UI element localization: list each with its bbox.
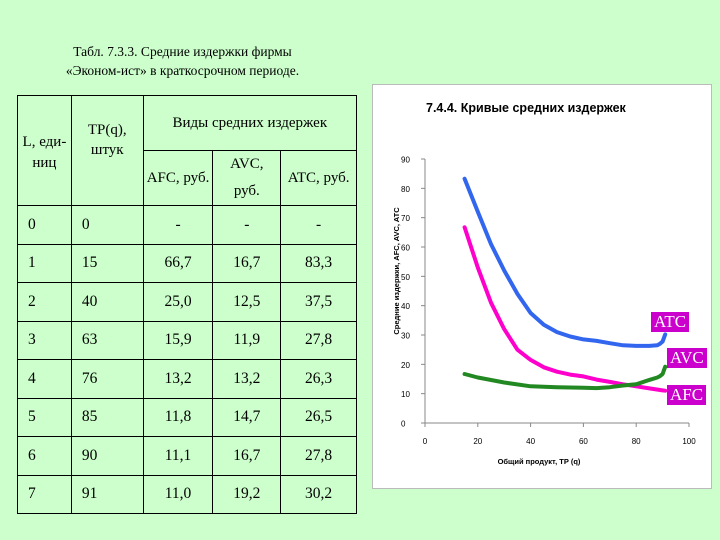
table-cell: 19,2 bbox=[212, 474, 282, 514]
table-cell: 63 bbox=[70, 320, 144, 360]
table-cell: 85 bbox=[70, 397, 144, 437]
table-cell: - bbox=[212, 205, 282, 245]
table-body: 0 0- - -1 15 66,7 16,7 83,3 2 40 25,0 12,5 37,5 3 63 15… bbox=[17, 205, 357, 514]
table-cell: 26,3 bbox=[280, 359, 357, 399]
table-cell: 76 bbox=[70, 359, 144, 399]
y-tick-label: 90 bbox=[401, 156, 410, 165]
chart-panel: 7.4.4. Кривые средних издержек 0 10 20 30 40 5… bbox=[372, 84, 712, 489]
table-cell: 6 bbox=[17, 436, 72, 476]
x-tick-label: 0 bbox=[423, 437, 428, 446]
y-tick-label: 30 bbox=[401, 332, 410, 341]
series-line-avc bbox=[462, 364, 668, 391]
afc-curve-label: AFC bbox=[667, 385, 707, 405]
y-tick-label: 20 bbox=[401, 361, 410, 370]
table-title-line-1: Табл. 7.3.3. Средние издержки фирмы bbox=[73, 44, 292, 59]
x-tick-label: 60 bbox=[579, 437, 588, 446]
table-cell: 13,2 bbox=[212, 359, 282, 399]
x-tick-label: 100 bbox=[682, 437, 696, 446]
y-axis-label: Средние издержки, AFC, AVC, ATC bbox=[392, 207, 401, 335]
table-cell: 3 bbox=[17, 320, 72, 360]
table-cell: 0 bbox=[17, 205, 72, 245]
y-tick-label: 70 bbox=[401, 214, 410, 223]
table-cell: 15 bbox=[70, 243, 144, 283]
table-row: 6 90 11,1 16,7 27,8 bbox=[17, 436, 357, 476]
header-l: L, еди-ниц bbox=[17, 95, 72, 206]
table-cell: 12,5 bbox=[212, 282, 282, 322]
y-tick-label: 60 bbox=[401, 244, 410, 253]
table-cell: 37,5 bbox=[280, 282, 357, 322]
header-avc: AVC, руб. bbox=[212, 150, 282, 206]
header-cost-types: Виды средних издержек bbox=[142, 95, 358, 151]
table-cell: 14,7 bbox=[212, 397, 282, 437]
header-tp: TP(q), штук bbox=[70, 95, 144, 206]
table-row: 3 63 15,9 11,9 27,8 bbox=[17, 320, 357, 360]
table-cell: 30,2 bbox=[280, 474, 357, 514]
table-cell: 91 bbox=[70, 474, 144, 514]
table-cell: 11,0 bbox=[142, 474, 214, 514]
table-cell: 66,7 bbox=[142, 243, 214, 283]
average-costs-table: L, еди-ниц TP(q), штук Виды средних изде… bbox=[17, 95, 358, 514]
table-cell: 15,9 bbox=[142, 320, 214, 360]
table-cell: 40 bbox=[70, 282, 144, 322]
average-cost-chart: 7.4.4. Кривые средних издержек 0 10 20 30 40 5… bbox=[392, 101, 696, 466]
table-row: 2 40 25,0 12,5 37,5 bbox=[17, 282, 357, 322]
table-cell: 7 bbox=[17, 474, 72, 514]
header-afc: AFC, руб. bbox=[142, 150, 214, 206]
table-cell: 1 bbox=[17, 243, 72, 283]
chart-title: 7.4.4. Кривые средних издержек bbox=[426, 101, 627, 115]
table-title-line-2: «Эконом-ист» в краткосрочном периоде. bbox=[65, 63, 300, 78]
y-tick-label: 10 bbox=[401, 390, 410, 399]
table-title: Табл. 7.3.3. Средние издержки фирмы «Эко… bbox=[0, 42, 365, 80]
x-axis-label: Общий продукт, TP (q) bbox=[498, 457, 581, 466]
table-cell: 13,2 bbox=[142, 359, 214, 399]
table-row: 7 91 11,0 19,2 30,2 bbox=[17, 474, 357, 514]
table-cell: 26,5 bbox=[280, 397, 357, 437]
table-cell: 25,0 bbox=[142, 282, 214, 322]
table-cell: 27,8 bbox=[280, 436, 357, 476]
table-row: 5 85 11,8 14,7 26,5 bbox=[17, 397, 357, 437]
y-tick-label: 0 bbox=[401, 420, 406, 429]
table-cell: 16,7 bbox=[212, 436, 282, 476]
avc-curve-label: AVC bbox=[667, 348, 707, 368]
table-row: 4 76 13,2 13,2 26,3 bbox=[17, 359, 357, 399]
header-atc: ATC, руб. bbox=[280, 150, 357, 206]
table-cell: 16,7 bbox=[212, 243, 282, 283]
table-cell: 90 bbox=[70, 436, 144, 476]
atc-curve-label: ATC bbox=[651, 312, 690, 332]
y-tick-label: 40 bbox=[401, 302, 410, 311]
x-tick-label: 80 bbox=[632, 437, 641, 446]
series-line-atc bbox=[462, 176, 668, 348]
table-cell: 0 bbox=[70, 205, 144, 245]
table-cell: 83,3 bbox=[280, 243, 357, 283]
y-tick-label: 50 bbox=[401, 273, 410, 282]
table-cell: 11,9 bbox=[212, 320, 282, 360]
table-cell: - bbox=[280, 205, 357, 245]
table-cell: 5 bbox=[17, 397, 72, 437]
x-tick-label: 40 bbox=[526, 437, 535, 446]
table-row: 1 15 66,7 16,7 83,3 bbox=[17, 243, 357, 283]
table-cell: 4 bbox=[17, 359, 72, 399]
series-line-afc bbox=[462, 225, 668, 393]
x-tick-label: 20 bbox=[473, 437, 482, 446]
table-cell: 11,8 bbox=[142, 397, 214, 437]
table-cell: 2 bbox=[17, 282, 72, 322]
table-cell: 11,1 bbox=[142, 436, 214, 476]
table-cell: 27,8 bbox=[280, 320, 357, 360]
table-cell: - bbox=[142, 205, 214, 245]
y-tick-label: 80 bbox=[401, 185, 410, 194]
